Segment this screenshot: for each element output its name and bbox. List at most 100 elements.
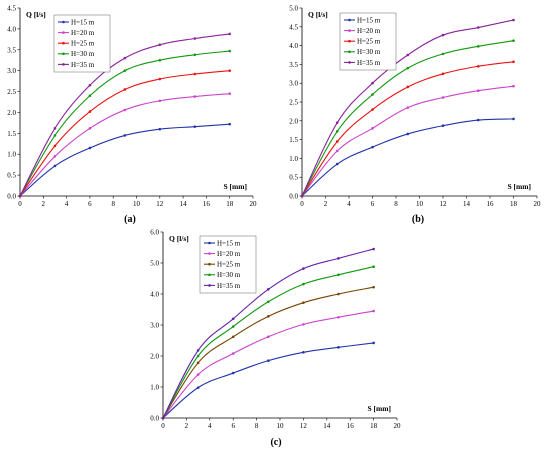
y-tick-label: 2.0 <box>289 117 298 125</box>
x-tick-label: 16 <box>203 200 211 208</box>
data-point <box>406 53 410 57</box>
data-point <box>267 335 270 339</box>
data-point <box>88 83 92 87</box>
data-point <box>267 315 270 318</box>
panel-label: (c) <box>270 437 281 448</box>
legend-label: H=20 m <box>217 250 241 258</box>
x-tick-label: 16 <box>347 422 355 430</box>
x-tick-label: 18 <box>226 200 234 208</box>
data-point <box>406 106 410 109</box>
data-point <box>231 335 235 339</box>
series-line-4 <box>19 50 230 197</box>
legend-box <box>53 14 111 73</box>
data-point <box>228 92 231 95</box>
data-point <box>88 94 92 98</box>
chart-panel-3: 0 2 4 6 8 10 12 14 16 18 20 0.0 1.0 2.0 3.0 4.0 5.0 6.0 Q … <box>150 229 401 449</box>
data-point <box>53 134 57 137</box>
y-tick-label: 3.0 <box>7 67 16 75</box>
data-point <box>302 267 305 270</box>
data-point <box>302 350 305 354</box>
legend: H=15 m H=20 m H=25 m H=30 m H=35 m <box>53 14 111 73</box>
y-tick-label: 0.5 <box>7 172 16 180</box>
data-point <box>335 149 339 153</box>
legend-marker <box>62 63 65 66</box>
y-tick-label: 4.0 <box>150 291 159 299</box>
data-point <box>193 53 197 57</box>
data-point <box>476 45 480 48</box>
data-point <box>193 72 197 76</box>
legend-label: H=20 m <box>71 29 95 37</box>
data-point <box>196 354 200 358</box>
x-tick-label: 12 <box>440 200 448 208</box>
data-point <box>123 69 127 72</box>
y-tick-label: 4.5 <box>289 23 298 31</box>
data-point <box>193 37 197 40</box>
y-tick-label: 1.0 <box>289 155 298 163</box>
data-point <box>372 247 375 251</box>
panel-label: (b) <box>412 214 424 225</box>
data-point <box>441 124 445 127</box>
data-point <box>406 66 410 70</box>
data-point <box>302 282 305 286</box>
x-tick-label: 8 <box>394 200 398 208</box>
data-point <box>302 323 305 326</box>
data-point <box>53 164 57 168</box>
data-point <box>441 96 445 99</box>
data-point <box>476 26 480 29</box>
series-line-2 <box>162 310 374 419</box>
legend-label: H=15 m <box>357 16 381 24</box>
x-tick-label: 2 <box>185 422 189 430</box>
legend-marker <box>208 284 211 287</box>
series-line-4 <box>301 40 514 197</box>
x-tick-label: 10 <box>277 422 285 430</box>
data-point <box>371 93 374 96</box>
data-point <box>123 56 127 60</box>
x-tick-label: 20 <box>534 200 542 208</box>
data-point <box>267 288 270 291</box>
x-tick-label: 0 <box>161 422 165 430</box>
legend-marker <box>348 39 351 43</box>
data-point <box>88 127 92 130</box>
y-axis-label: Q [l/s] <box>308 10 328 19</box>
x-tick-label: 10 <box>416 200 424 208</box>
data-point <box>158 58 162 62</box>
data-point <box>372 265 375 269</box>
y-tick-label: 1.5 <box>7 130 16 138</box>
x-tick-label: 6 <box>231 422 235 430</box>
data-point <box>123 134 127 137</box>
y-tick-label: 3.0 <box>150 322 159 330</box>
y-tick-label: 1.5 <box>289 136 298 144</box>
x-axis-label: S [mm] <box>507 182 531 191</box>
x-axis-label: S [mm] <box>367 404 391 413</box>
y-tick-label: 0.0 <box>150 415 159 423</box>
data-point <box>228 49 231 53</box>
x-tick-label: 20 <box>394 422 402 430</box>
legend-label: H=35 m <box>71 61 95 69</box>
series-line-3 <box>162 286 374 419</box>
data-point <box>337 346 340 349</box>
x-tick-label: 14 <box>463 200 471 208</box>
data-point <box>372 341 375 345</box>
x-tick-label: 8 <box>255 422 259 430</box>
y-tick-label: 0.0 <box>289 193 298 201</box>
x-tick-label: 6 <box>88 200 92 208</box>
data-point <box>53 155 57 158</box>
data-point <box>371 81 374 85</box>
data-point <box>267 300 270 304</box>
data-point <box>193 95 197 98</box>
data-point <box>512 60 515 64</box>
chart-panel-1: 0 2 4 6 8 10 12 14 16 18 20 0.0 0.5 1.0 1.5 2.0 2.5 3.0 3.… <box>7 5 257 226</box>
y-tick-label: 1.0 <box>7 151 16 159</box>
y-axis-label: Q [l/s] <box>169 234 189 243</box>
series-line-2 <box>301 85 514 197</box>
data-point <box>231 371 235 375</box>
x-tick-label: 14 <box>323 422 331 430</box>
x-tick-label: 12 <box>156 200 164 208</box>
y-tick-label: 3.5 <box>7 46 16 54</box>
y-tick-label: 1.0 <box>150 384 159 392</box>
data-point <box>371 108 374 111</box>
panel-label: (a) <box>124 214 136 225</box>
data-point <box>512 39 515 43</box>
legend-label: H=30 m <box>357 48 381 56</box>
